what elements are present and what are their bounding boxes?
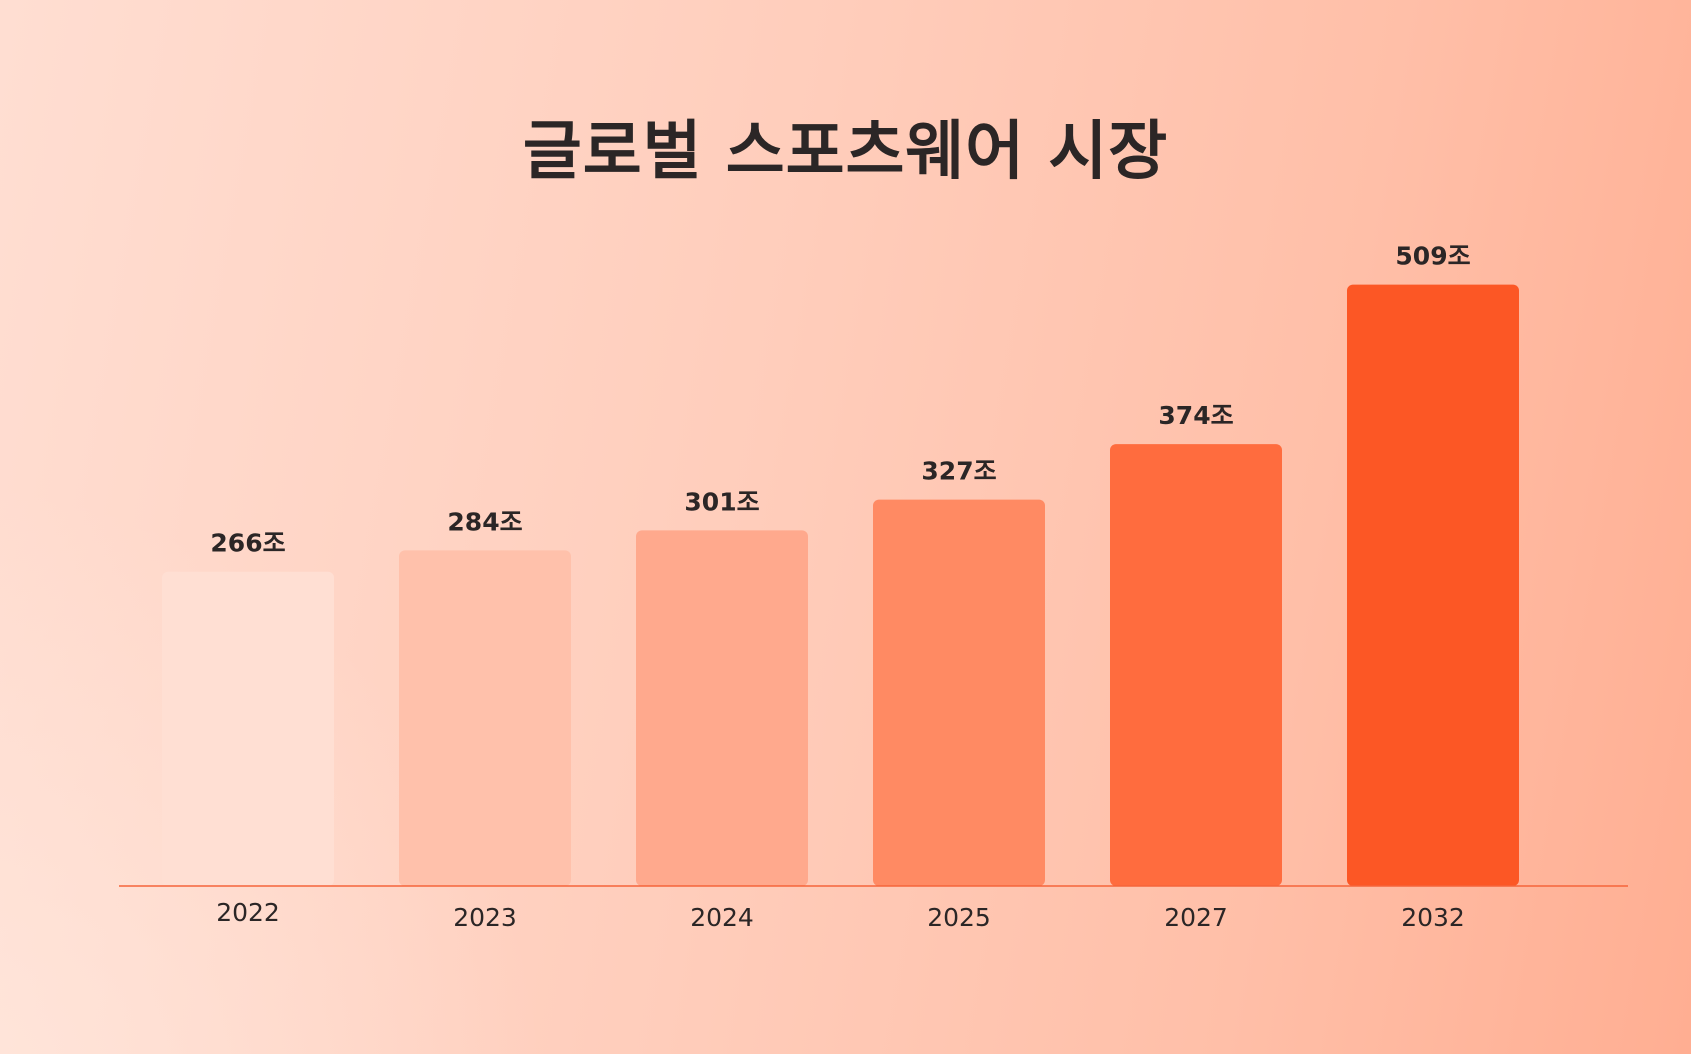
bar-2027 (1110, 444, 1282, 886)
x-tick-label-2025: 2025 (927, 903, 991, 932)
x-tick-labels-group: 2022 2023 2024 2025 2027 2032 (216, 898, 1465, 932)
bars-group (162, 284, 1519, 886)
x-tick-label-2022: 2022 (216, 898, 280, 927)
value-label-2027: 374조 (1158, 401, 1233, 430)
bar-2022 (162, 571, 334, 886)
x-tick-label-2032: 2032 (1401, 903, 1465, 932)
x-tick-label-2024: 2024 (690, 903, 754, 932)
x-tick-label-2023: 2023 (453, 903, 517, 932)
bar-2024 (636, 530, 808, 886)
bar-2032 (1347, 284, 1519, 886)
value-labels-group: 266조 284조 301조 327조 374조 509조 (210, 242, 1470, 558)
value-label-2025: 327조 (921, 457, 996, 486)
x-tick-label-2027: 2027 (1164, 903, 1228, 932)
chart-title: 글로벌 스포츠웨어 시장 (522, 115, 1169, 189)
value-label-2024: 301조 (684, 487, 759, 516)
value-label-2032: 509조 (1395, 242, 1470, 271)
value-label-2023: 284조 (447, 507, 522, 536)
value-label-2022: 266조 (210, 529, 285, 558)
bar-2023 (399, 550, 571, 886)
bar-2025 (873, 499, 1045, 886)
